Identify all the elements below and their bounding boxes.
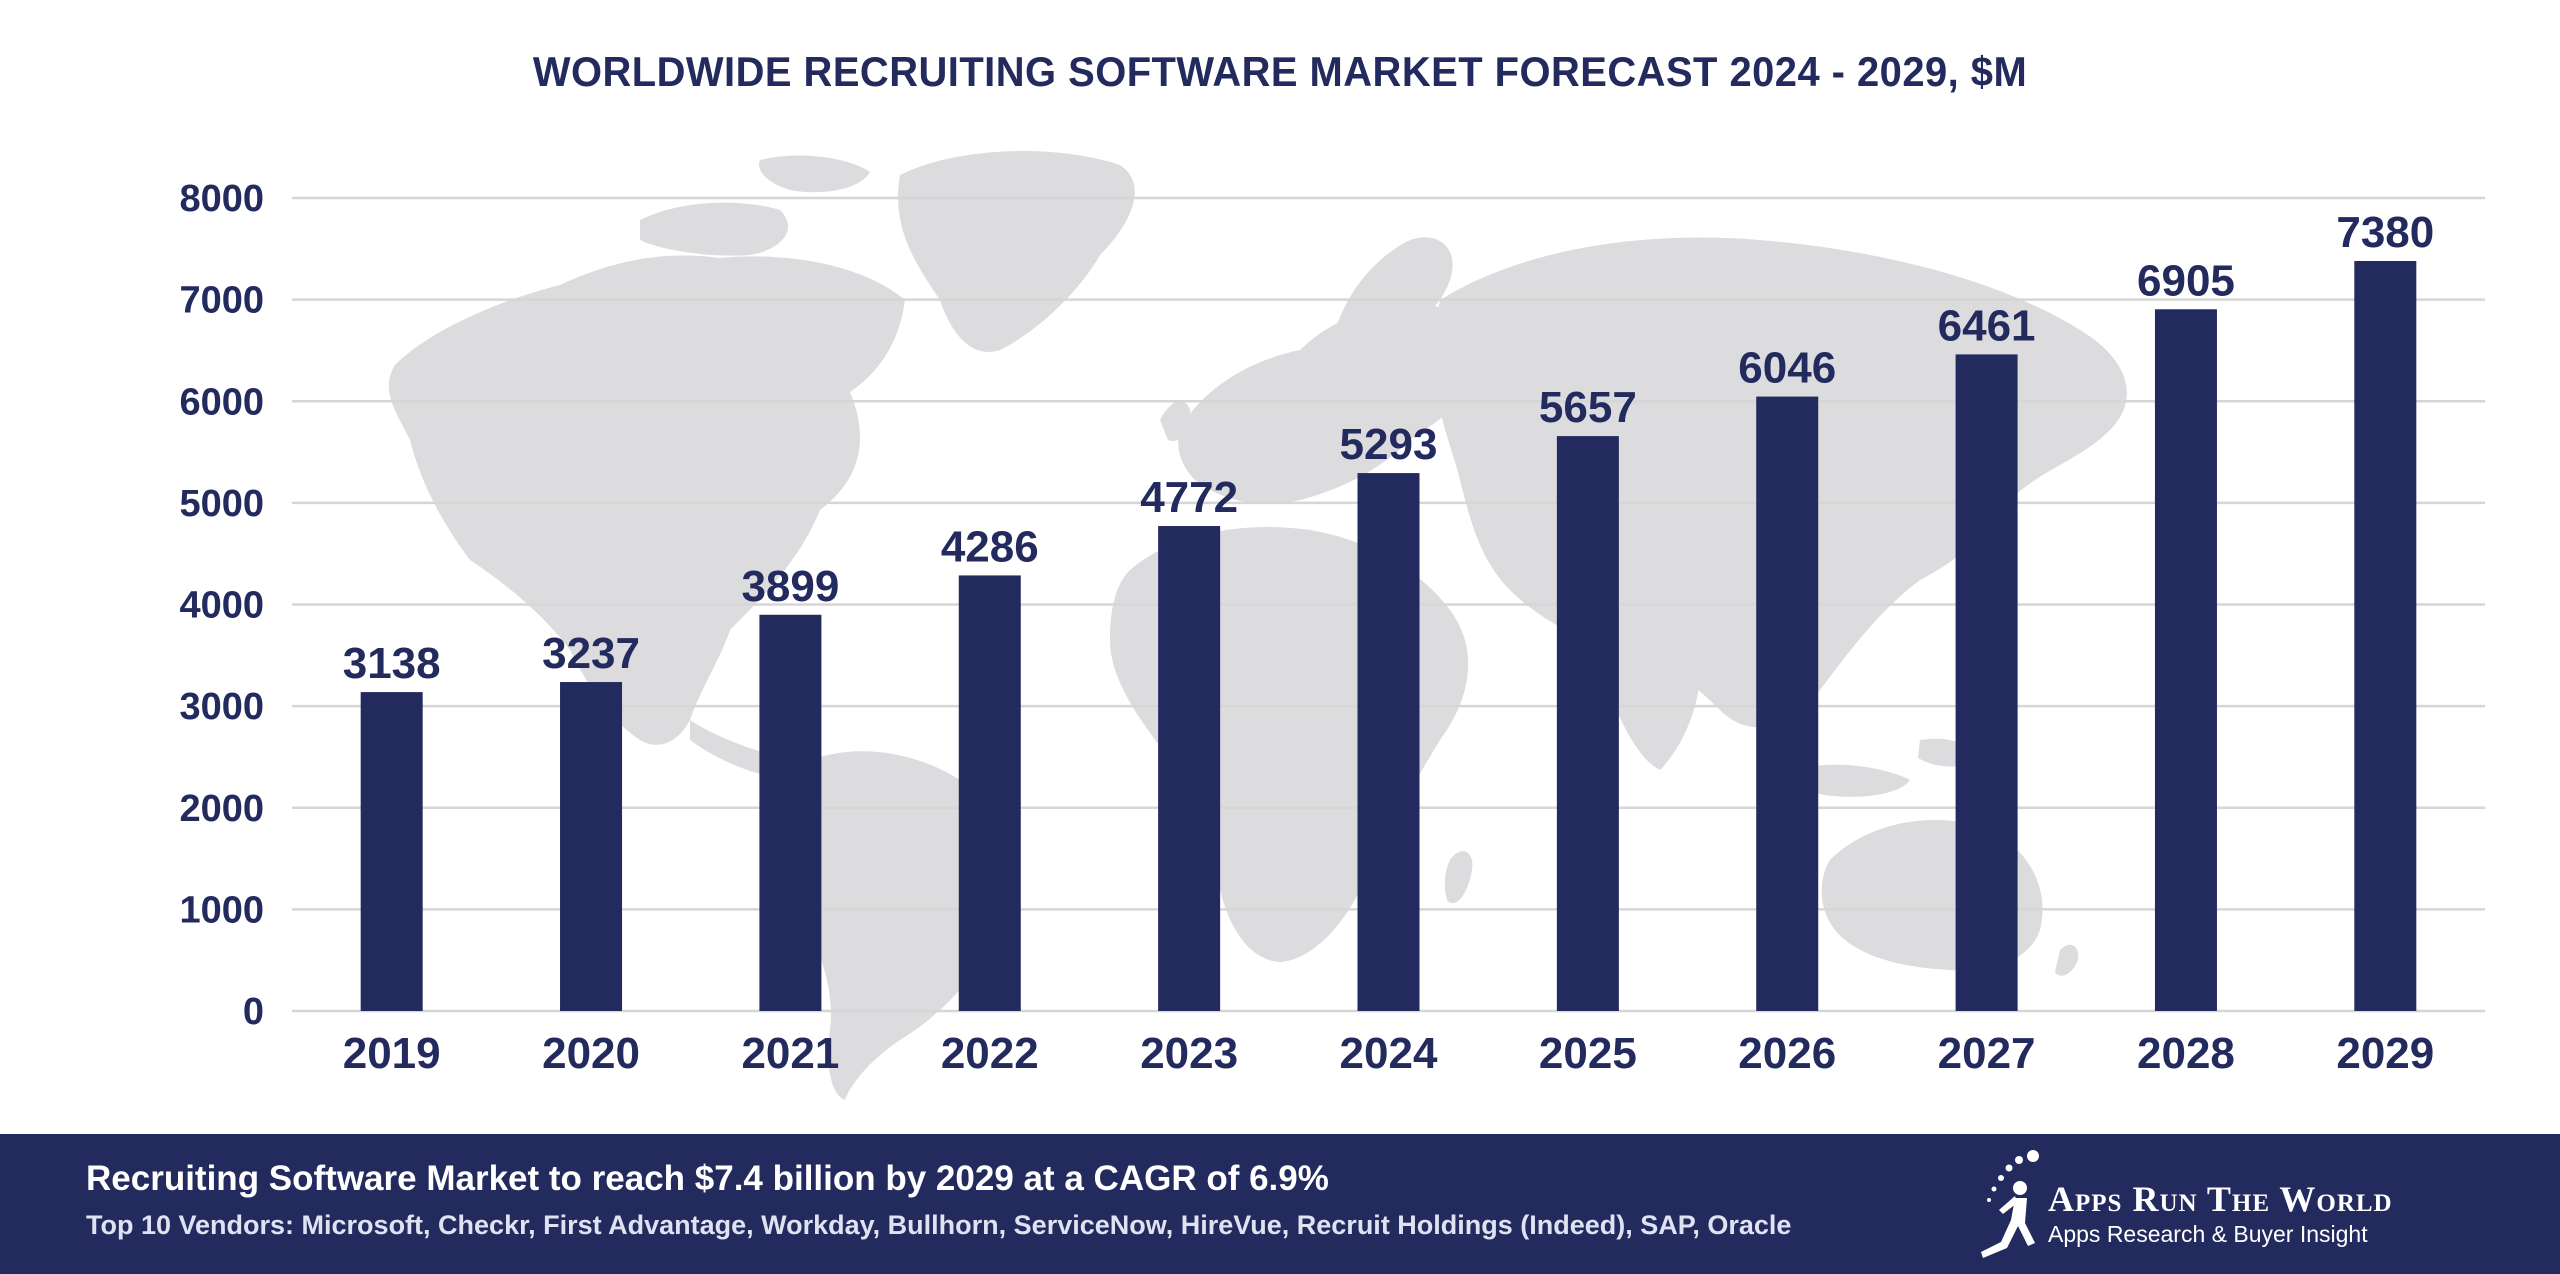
data-labels: 3138 3237 3899 4286 4772 5293 5657 6046 6461 6905… [343,208,2435,688]
x-tick-label: 2029 [2336,1029,2434,1078]
footer-vendors: Top 10 Vendors: Microsoft, Checkr, First… [86,1210,1792,1240]
chart-title: WORLDWIDE RECRUITING SOFTWARE MARKET FOR… [532,48,2028,95]
bar [1158,526,1221,1011]
x-tick-label: 2028 [2137,1029,2235,1078]
bar [1556,436,1619,1011]
y-tick-label: 5000 [179,483,264,525]
y-tick-label: 3000 [179,686,264,728]
bar [2354,261,2417,1011]
y-tick-label: 6000 [179,381,264,423]
data-label: 6046 [1738,344,1836,393]
x-tick-label: 2026 [1738,1029,1836,1078]
data-label: 6905 [2137,256,2235,305]
footer-banner: Recruiting Software Market to reach $7.4… [0,1134,2560,1274]
footer-headline: Recruiting Software Market to reach $7.4… [86,1159,1329,1198]
x-tick-label: 2021 [741,1029,839,1078]
x-tick-label: 2027 [1938,1029,2036,1078]
logo: Apps Run The World Apps Research & Buyer… [1975,1148,2475,1263]
bar [560,682,623,1011]
x-tick-label: 2020 [542,1029,640,1078]
bar [1357,473,1420,1011]
y-tick-label: 4000 [179,585,264,627]
data-label: 3138 [343,639,441,688]
world-map-background [388,151,2127,1100]
data-label: 6461 [1938,301,2036,350]
x-tick-label: 2022 [941,1029,1039,1078]
bar [1756,396,1819,1011]
y-tick-label: 7000 [179,280,264,322]
logo-tagline: Apps Research & Buyer Insight [2048,1221,2368,1247]
bar-chart: 3138 3237 3899 4286 4772 5293 5657 6046 6461 6905… [179,151,2485,1100]
y-axis: 0 1000 2000 3000 4000 5000 6000 7000 8000 [179,178,264,1033]
bar [958,575,1021,1011]
y-tick-label: 8000 [179,178,264,220]
y-tick-label: 1000 [179,889,264,931]
y-tick-label: 0 [243,991,264,1033]
bar [2154,309,2217,1011]
x-tick-label: 2025 [1539,1029,1637,1078]
bars [360,261,2417,1011]
y-tick-label: 2000 [179,788,264,830]
x-tick-label: 2023 [1140,1029,1238,1078]
running-figure-icon [1981,1150,2039,1258]
data-label: 7380 [2336,208,2434,257]
data-label: 5293 [1340,420,1438,469]
data-label: 3899 [741,562,839,611]
logo-name: Apps Run The World [2048,1179,2393,1219]
x-tick-label: 2024 [1340,1029,1438,1078]
data-label: 3237 [542,629,640,678]
data-label: 4286 [941,522,1039,571]
x-tick-label: 2019 [343,1029,441,1078]
data-label: 5657 [1539,383,1637,432]
x-axis: 2019 2020 2021 2022 2023 2024 2025 2026 2027 2028… [343,1029,2435,1078]
bar [360,692,423,1011]
data-label: 4772 [1140,473,1238,522]
bar [759,614,822,1011]
bar [1955,354,2018,1011]
